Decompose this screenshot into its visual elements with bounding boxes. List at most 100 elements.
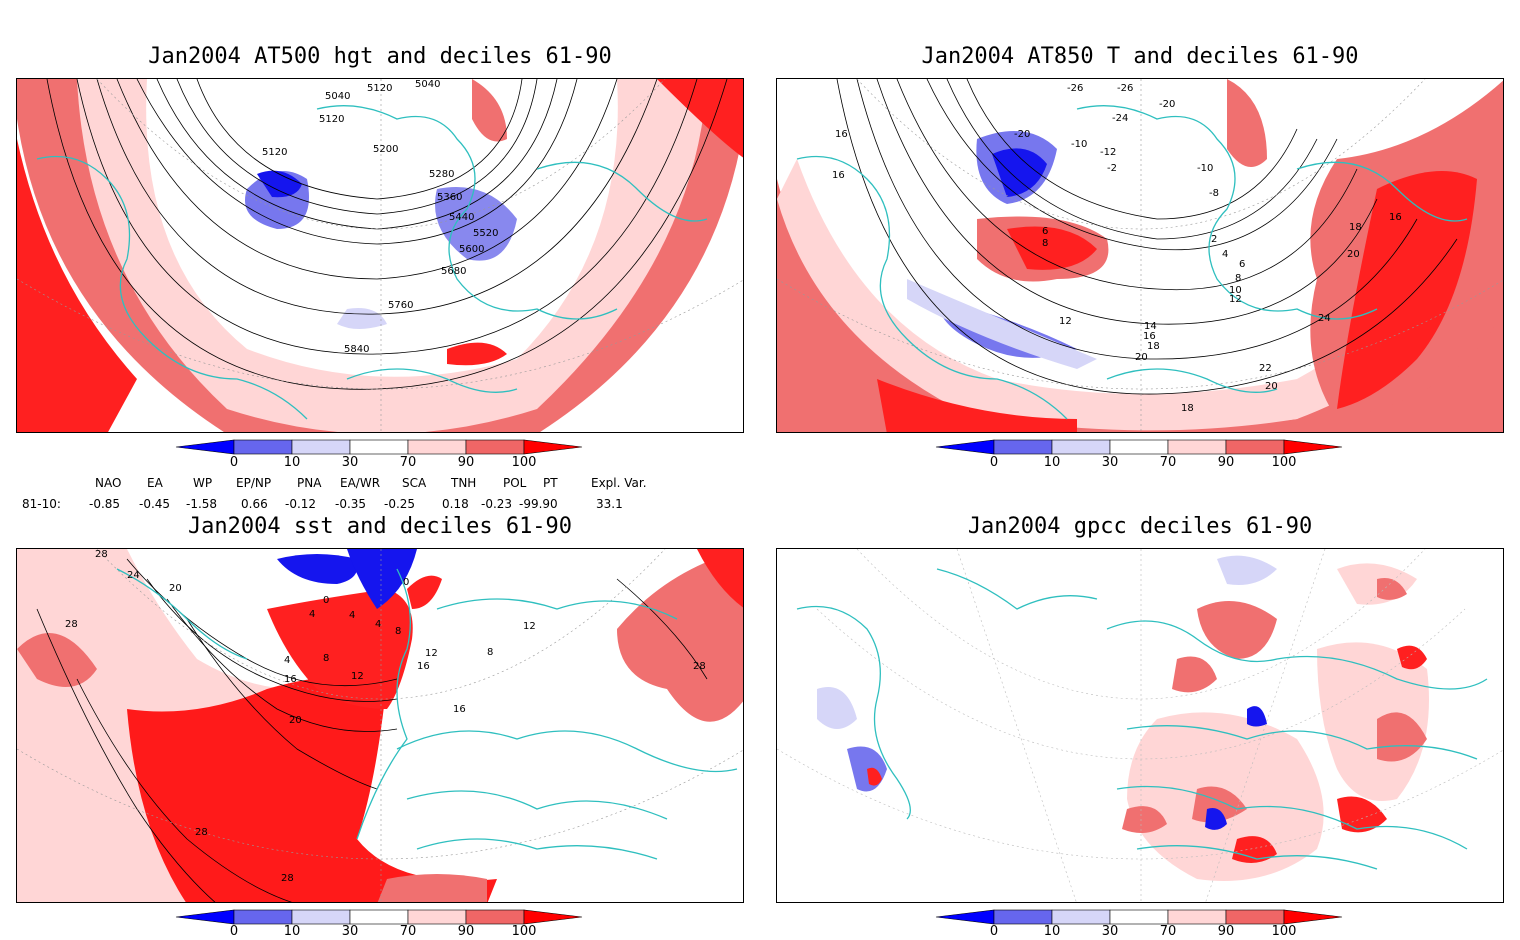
index-header-expl-var: Expl. Var. [591, 476, 647, 490]
colorbar-tick: 70 [1159, 924, 1177, 939]
colorbar-tick: 30 [341, 924, 359, 939]
contour-label: 5120 [319, 114, 344, 125]
colorbar-tick: 100 [511, 455, 537, 470]
contour-label: 24 [1318, 313, 1331, 324]
index-value-expl-var: 33.1 [596, 497, 623, 511]
colorbar-tick: 10 [1043, 924, 1061, 939]
index-header-sca: SCA [402, 476, 427, 490]
colorbar-tick: 90 [457, 455, 475, 470]
panel-title-sst: Jan2004 sst and deciles 61-90 [187, 514, 573, 539]
colorbar-tick: 30 [1101, 924, 1119, 939]
contour-label: 6 [1042, 226, 1048, 237]
contour-label: 22 [1259, 363, 1272, 374]
contour-label: 14 [1144, 321, 1157, 332]
contour-label: 28 [65, 619, 78, 630]
contour-label: 5120 [367, 83, 392, 94]
contour-label: 12 [1059, 316, 1072, 327]
contour-label: 5680 [441, 266, 466, 277]
index-header-nao: NAO [95, 476, 122, 490]
index-header-pna: PNA [297, 476, 322, 490]
contour-label: 5200 [373, 144, 398, 155]
contour-label: 4 [349, 610, 355, 621]
contour-label: 20 [1265, 381, 1278, 392]
contour-label: 20 [1347, 249, 1360, 260]
index-value-wp: -1.58 [186, 497, 218, 511]
colorbar-tick: 0 [229, 924, 239, 939]
contour-label: 5120 [262, 147, 287, 158]
contour-label: 5280 [429, 169, 454, 180]
contour-label: -26 [1067, 83, 1083, 94]
colorbar-tick: 0 [989, 455, 999, 470]
contour-label: 8 [487, 647, 493, 658]
contour-label: -2 [1107, 163, 1117, 174]
contour-label: 5520 [473, 228, 498, 239]
colorbar-swatches [935, 909, 1343, 925]
contour-label: 5840 [344, 344, 369, 355]
contour-label: 18 [1147, 341, 1160, 352]
panel-title-gpcc: Jan2004 gpcc deciles 61-90 [967, 514, 1313, 539]
colorbar-tick: 90 [1217, 924, 1235, 939]
colorbar-tick: 30 [1101, 455, 1119, 470]
colorbar-swatches [175, 439, 583, 455]
index-row-label: 81-10: [22, 497, 61, 511]
contour-label: 5760 [388, 300, 413, 311]
contour-label: 5040 [415, 79, 440, 90]
contour-label: 16 [453, 704, 466, 715]
map-hgt500: 5040 5040 5120 5120 5120 5200 5280 5360 … [17, 79, 743, 432]
index-header-ea: EA [147, 476, 163, 490]
contour-label: -20 [1159, 99, 1175, 110]
colorbar-t850: 0 10 30 70 90 100 [935, 439, 1346, 476]
contour-label: 16 [1389, 212, 1402, 223]
contour-label: 4 [1222, 249, 1228, 260]
index-value-sca: -0.25 [384, 497, 416, 511]
contour-label: 16 [1143, 331, 1156, 342]
map-t850: -26 -26 -24 -20 -20 -10 -12 -2 -10 -8 16… [777, 79, 1503, 432]
colorbar-tick: 0 [989, 924, 999, 939]
contour-label: 20 [169, 583, 182, 594]
index-header-eawr: EA/WR [340, 476, 381, 490]
contour-label: 16 [417, 661, 430, 672]
contour-label: 4 [284, 655, 290, 666]
index-header-pol: POL [503, 476, 527, 490]
contour-label: 2 [1211, 234, 1217, 245]
contour-label: 20 [289, 715, 302, 726]
contour-label: 12 [523, 621, 536, 632]
map-panel-hgt500: 5040 5040 5120 5120 5120 5200 5280 5360 … [16, 78, 744, 433]
contour-label: 12 [351, 671, 364, 682]
colorbar-tick: 30 [341, 455, 359, 470]
index-header-wp: WP [193, 476, 213, 490]
map-panel-gpcc [776, 548, 1504, 903]
index-value-pt: -99.90 [519, 497, 558, 511]
contour-label: 4 [375, 619, 381, 630]
colorbar-swatches [175, 909, 583, 925]
colorbar-tick: 90 [457, 924, 475, 939]
contour-label: -26 [1117, 83, 1133, 94]
contour-label: 28 [281, 873, 294, 884]
contour-label: 8 [1235, 273, 1241, 284]
contour-label: 28 [195, 827, 208, 838]
colorbar-tick: 100 [1271, 455, 1297, 470]
contour-label: 20 [1135, 352, 1148, 363]
contour-label: 28 [693, 661, 706, 672]
contour-label: -20 [1014, 129, 1030, 140]
index-header-pt: PT [543, 476, 558, 490]
contour-label: 0 [403, 577, 409, 588]
index-value-eawr: -0.35 [335, 497, 367, 511]
contour-label: -10 [1197, 163, 1213, 174]
colorbar-tick: 0 [229, 455, 239, 470]
colorbar-sst: 0 10 30 70 90 100 [175, 909, 586, 940]
index-value-pna: -0.12 [285, 497, 317, 511]
contour-label: -24 [1112, 113, 1128, 124]
colorbar-tick: 70 [399, 924, 417, 939]
colorbar-gpcc: 0 10 30 70 90 100 [935, 909, 1346, 940]
contour-label: 6 [1239, 259, 1245, 270]
contour-label: 24 [127, 570, 140, 581]
index-value-nao: -0.85 [89, 497, 121, 511]
contour-label: 8 [1042, 238, 1048, 249]
colorbar-tick: 10 [283, 455, 301, 470]
contour-label: 18 [1349, 222, 1362, 233]
map-panel-t850: -26 -26 -24 -20 -20 -10 -12 -2 -10 -8 16… [776, 78, 1504, 433]
index-value-tnh: 0.18 [442, 497, 469, 511]
contour-label: 28 [95, 549, 108, 560]
contour-label: 0 [323, 595, 329, 606]
